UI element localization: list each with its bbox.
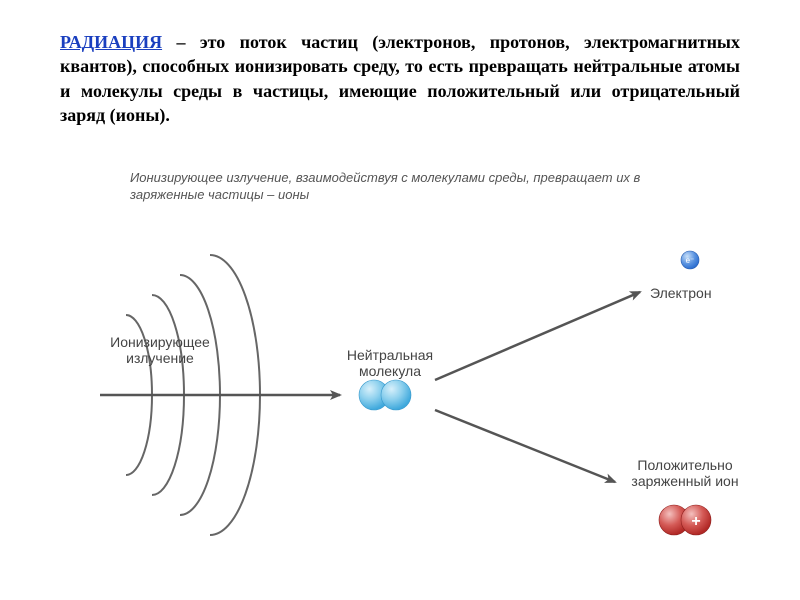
- definition-paragraph: РАДИАЦИЯ – это поток частиц (электронов,…: [60, 30, 740, 127]
- diagram: e⁻ + Ионизирующее излучение Нейтральная …: [40, 220, 760, 560]
- label-cation-line2: заряженный ион: [620, 473, 750, 489]
- definition-term: РАДИАЦИЯ: [60, 32, 162, 52]
- page: РАДИАЦИЯ – это поток частиц (электронов,…: [0, 0, 800, 600]
- label-electron: Электрон: [650, 285, 750, 301]
- definition-body: – это поток частиц (электронов, протонов…: [60, 32, 740, 125]
- label-cation: Положительно заряженный ион: [620, 457, 750, 489]
- arrow-to-cation: [435, 410, 615, 482]
- diagram-svg: e⁻ +: [40, 220, 760, 560]
- cation-icon: +: [659, 505, 711, 535]
- label-molecule: Нейтральная молекула: [330, 347, 450, 379]
- electron-icon: e⁻: [681, 251, 699, 269]
- neutral-molecule-icon: [359, 380, 411, 410]
- diagram-caption: Ионизирующее излучение, взаимодействуя с…: [130, 170, 700, 204]
- label-cation-line1: Положительно: [620, 457, 750, 473]
- cation-symbol: +: [691, 513, 700, 530]
- arrow-to-electron: [435, 292, 640, 380]
- label-radiation: Ионизирующее излучение: [105, 334, 215, 366]
- electron-symbol: e⁻: [686, 256, 695, 265]
